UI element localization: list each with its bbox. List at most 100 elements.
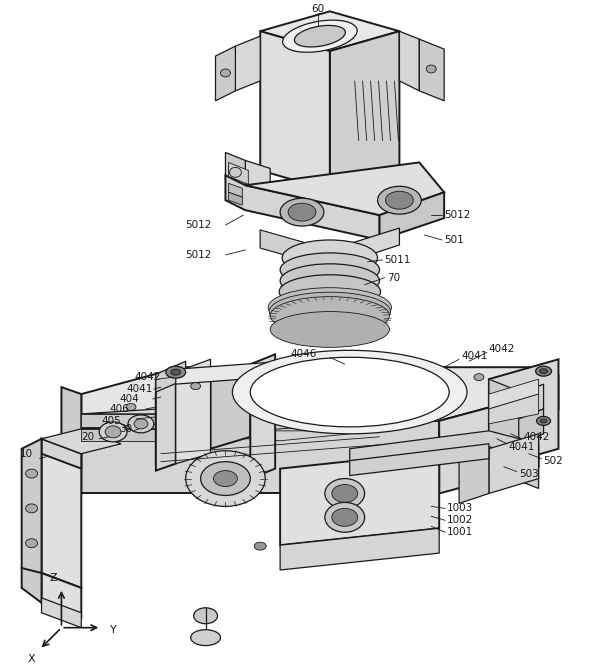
Ellipse shape xyxy=(213,471,238,486)
Polygon shape xyxy=(519,409,543,444)
Polygon shape xyxy=(229,163,248,184)
Polygon shape xyxy=(42,439,81,588)
Polygon shape xyxy=(156,409,186,449)
Polygon shape xyxy=(245,163,444,215)
Polygon shape xyxy=(459,449,489,504)
Text: X: X xyxy=(28,654,36,664)
Ellipse shape xyxy=(186,451,265,506)
Polygon shape xyxy=(245,161,270,195)
Ellipse shape xyxy=(270,297,390,334)
Text: Z: Z xyxy=(49,573,57,583)
Text: 4041: 4041 xyxy=(126,384,153,394)
Text: 404: 404 xyxy=(119,394,139,404)
Text: 1003: 1003 xyxy=(447,504,473,514)
Ellipse shape xyxy=(250,358,449,427)
Polygon shape xyxy=(81,419,379,441)
Text: 502: 502 xyxy=(543,456,563,466)
Polygon shape xyxy=(538,368,558,409)
Polygon shape xyxy=(379,192,444,240)
Polygon shape xyxy=(226,153,245,187)
Polygon shape xyxy=(489,394,538,424)
Text: 4041: 4041 xyxy=(509,442,535,452)
Polygon shape xyxy=(81,368,538,421)
Ellipse shape xyxy=(254,542,266,550)
Ellipse shape xyxy=(191,630,221,646)
Polygon shape xyxy=(42,439,81,469)
Text: 60: 60 xyxy=(311,5,324,15)
Polygon shape xyxy=(156,362,186,392)
Polygon shape xyxy=(42,598,81,628)
Polygon shape xyxy=(399,31,419,91)
Polygon shape xyxy=(330,31,399,190)
Ellipse shape xyxy=(332,484,358,502)
Polygon shape xyxy=(439,394,538,494)
Polygon shape xyxy=(22,568,42,603)
Polygon shape xyxy=(489,379,538,409)
Ellipse shape xyxy=(540,419,547,423)
Ellipse shape xyxy=(221,69,230,77)
Ellipse shape xyxy=(282,240,377,275)
Text: 1001: 1001 xyxy=(447,527,473,537)
Ellipse shape xyxy=(280,253,379,287)
Polygon shape xyxy=(519,384,543,419)
Polygon shape xyxy=(260,11,399,51)
Ellipse shape xyxy=(535,366,552,376)
Polygon shape xyxy=(215,46,235,101)
Polygon shape xyxy=(210,368,250,449)
Ellipse shape xyxy=(268,287,391,327)
Ellipse shape xyxy=(99,422,127,442)
Ellipse shape xyxy=(26,539,37,548)
Text: 5012: 5012 xyxy=(186,250,212,260)
Polygon shape xyxy=(156,368,250,394)
Ellipse shape xyxy=(332,508,358,526)
Polygon shape xyxy=(350,444,489,476)
Text: 406: 406 xyxy=(109,404,129,414)
Text: Y: Y xyxy=(110,625,116,635)
Polygon shape xyxy=(489,360,558,469)
Polygon shape xyxy=(81,421,439,494)
Ellipse shape xyxy=(537,416,551,426)
Ellipse shape xyxy=(191,383,201,390)
Polygon shape xyxy=(260,31,330,190)
Polygon shape xyxy=(156,372,175,471)
Polygon shape xyxy=(42,573,81,618)
Ellipse shape xyxy=(280,198,324,226)
Ellipse shape xyxy=(270,311,390,348)
Polygon shape xyxy=(419,39,444,101)
Ellipse shape xyxy=(426,65,436,73)
Ellipse shape xyxy=(288,203,316,221)
Ellipse shape xyxy=(134,419,148,429)
Polygon shape xyxy=(81,429,181,441)
Polygon shape xyxy=(489,379,538,488)
Ellipse shape xyxy=(280,264,379,297)
Ellipse shape xyxy=(166,366,186,378)
Polygon shape xyxy=(22,439,42,578)
Polygon shape xyxy=(81,416,379,429)
Text: 503: 503 xyxy=(519,469,538,479)
Polygon shape xyxy=(280,528,439,570)
Ellipse shape xyxy=(171,370,181,375)
Polygon shape xyxy=(62,387,81,494)
Ellipse shape xyxy=(232,350,467,434)
Text: 405: 405 xyxy=(101,416,121,426)
Ellipse shape xyxy=(126,404,136,410)
Ellipse shape xyxy=(474,374,484,381)
Ellipse shape xyxy=(385,191,413,209)
Ellipse shape xyxy=(325,478,365,508)
Text: 70: 70 xyxy=(388,273,400,283)
Ellipse shape xyxy=(279,275,380,309)
Polygon shape xyxy=(229,192,242,205)
Text: 4042: 4042 xyxy=(489,344,516,354)
Polygon shape xyxy=(280,452,439,545)
Polygon shape xyxy=(175,354,379,384)
Polygon shape xyxy=(350,431,538,465)
Text: 4042: 4042 xyxy=(134,372,160,382)
Ellipse shape xyxy=(377,186,421,214)
Text: 501: 501 xyxy=(444,235,464,245)
Polygon shape xyxy=(175,360,210,464)
Text: 30: 30 xyxy=(119,424,132,434)
Ellipse shape xyxy=(201,462,250,496)
Polygon shape xyxy=(81,401,379,414)
Ellipse shape xyxy=(540,369,548,374)
Ellipse shape xyxy=(26,504,37,513)
